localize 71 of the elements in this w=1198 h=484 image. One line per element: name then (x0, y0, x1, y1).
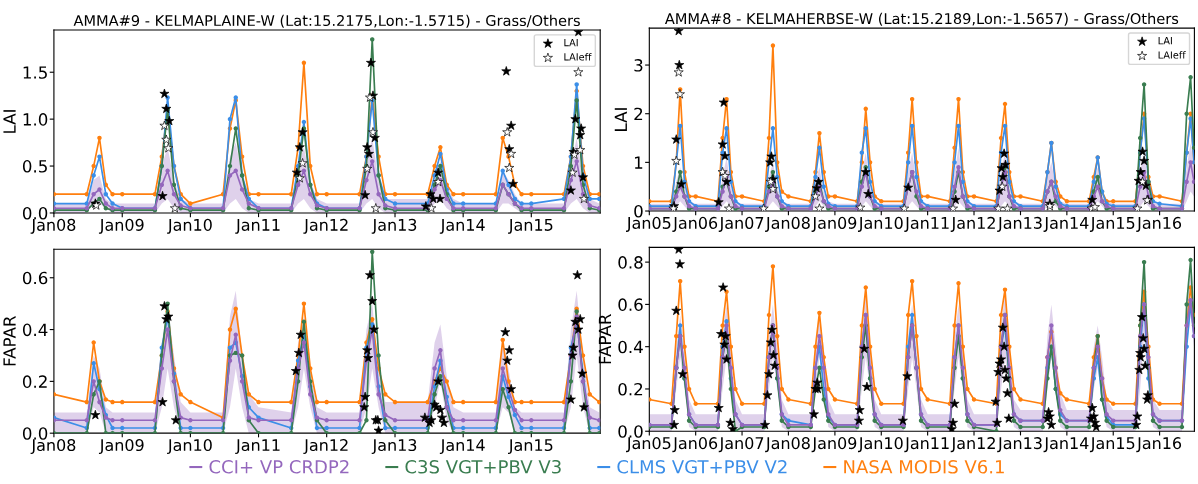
x-tick-label: Jan10 (167, 218, 212, 234)
y-tick-label: 0.4 (618, 340, 643, 354)
x-tick-label: Jan11 (235, 219, 280, 234)
y-tick-label: 1 (634, 156, 643, 169)
legend-label: LAIeff (1158, 51, 1186, 59)
x-tick-label: Jan11 (904, 217, 949, 232)
x-tick-label: Jan08 (30, 439, 76, 455)
chart-title: AMMA#9 - KELMAPLAINE-W (Lat:15.2175,Lon:-1.5715) - Grass/Others (73, 14, 580, 28)
x-tick-label: Jan12 (303, 218, 348, 234)
x-tick-label: Jan11 (235, 439, 280, 455)
x-tick-label: Jan08 (765, 437, 810, 453)
x-tick-label: Jan16 (1136, 437, 1182, 453)
y-tick-label: 1.5 (23, 66, 47, 79)
x-tick-label: Jan14 (439, 219, 485, 234)
legend-label: CCI+ VP CRDP2 (209, 459, 349, 474)
y-axis-title: FAPAR (598, 314, 612, 364)
x-tick-label: Jan12 (303, 439, 348, 455)
y-axis-title: FAPAR (3, 315, 16, 366)
x-tick-label: Jan08 (30, 218, 76, 234)
x-tick-label: Jan09 (811, 437, 857, 453)
x-tick-label: Jan14 (1043, 437, 1089, 453)
y-tick-label: 0.0 (618, 425, 643, 438)
legend-label: CLMS VGT+PBV V2 (617, 459, 787, 474)
y-tick-label: 1.0 (23, 113, 48, 126)
y-axis-title: LAI (3, 110, 16, 133)
x-tick-label: Jan13 (371, 439, 417, 455)
y-tick-label: 0.2 (22, 375, 47, 388)
x-tick-label: Jan10 (857, 437, 903, 453)
x-tick-label: Jan05 (626, 437, 671, 453)
x-tick-label: Jan07 (718, 437, 764, 453)
legend-label: LAI (1158, 37, 1172, 45)
legend-label: C3S VGT+PBV V3 (405, 459, 561, 474)
x-tick-label: Jan15 (1089, 217, 1135, 232)
x-tick-label: Jan13 (997, 437, 1042, 453)
x-tick-label: Jan08 (765, 216, 810, 232)
x-tick-label: Jan11 (904, 437, 949, 453)
x-tick-label: Jan13 (371, 218, 417, 234)
legend-label: LAIeff (564, 53, 592, 61)
legend-label: LAI (564, 39, 578, 47)
x-tick-label: Jan09 (98, 218, 144, 234)
chart-title: AMMA#8 - KELMAHERBSE-W (Lat:15.2189,Lon:-1.5657) - Grass/Others (664, 12, 1179, 26)
x-tick-label: Jan09 (98, 439, 144, 455)
x-tick-label: Jan16 (1136, 216, 1182, 232)
x-tick-label: Jan15 (1089, 437, 1135, 453)
x-tick-label: Jan06 (672, 437, 718, 453)
y-tick-label: 3 (634, 59, 643, 72)
legend-label: NASA MODIS V6.1 (844, 459, 1004, 474)
x-tick-label: Jan15 (508, 219, 553, 234)
x-tick-label: Jan07 (718, 216, 764, 232)
x-tick-label: Jan06 (672, 216, 718, 232)
x-tick-label: Jan10 (857, 216, 903, 232)
x-tick-label: Jan12 (950, 216, 995, 232)
y-tick-label: 0 (634, 204, 643, 218)
y-tick-label: 0.6 (22, 271, 48, 285)
y-tick-label: 2 (634, 107, 643, 121)
x-tick-label: Jan13 (997, 216, 1042, 232)
y-tick-label: 0.2 (618, 382, 643, 396)
y-axis-title: LAI (614, 108, 627, 131)
y-tick-label: 0.5 (22, 160, 47, 173)
x-tick-label: Jan15 (508, 439, 553, 455)
y-tick-label: 0.4 (22, 323, 48, 337)
x-tick-label: Jan14 (439, 439, 485, 455)
x-tick-label: Jan14 (1043, 217, 1089, 232)
x-tick-label: Jan09 (811, 216, 857, 232)
y-tick-label: 0.0 (22, 206, 48, 220)
x-tick-label: Jan12 (950, 437, 995, 453)
x-tick-label: Jan10 (167, 439, 212, 455)
x-tick-label: Jan05 (626, 216, 671, 232)
y-tick-label: 0.6 (618, 298, 643, 311)
y-tick-label: 0.0 (22, 427, 48, 440)
y-tick-label: 0.8 (618, 256, 643, 269)
